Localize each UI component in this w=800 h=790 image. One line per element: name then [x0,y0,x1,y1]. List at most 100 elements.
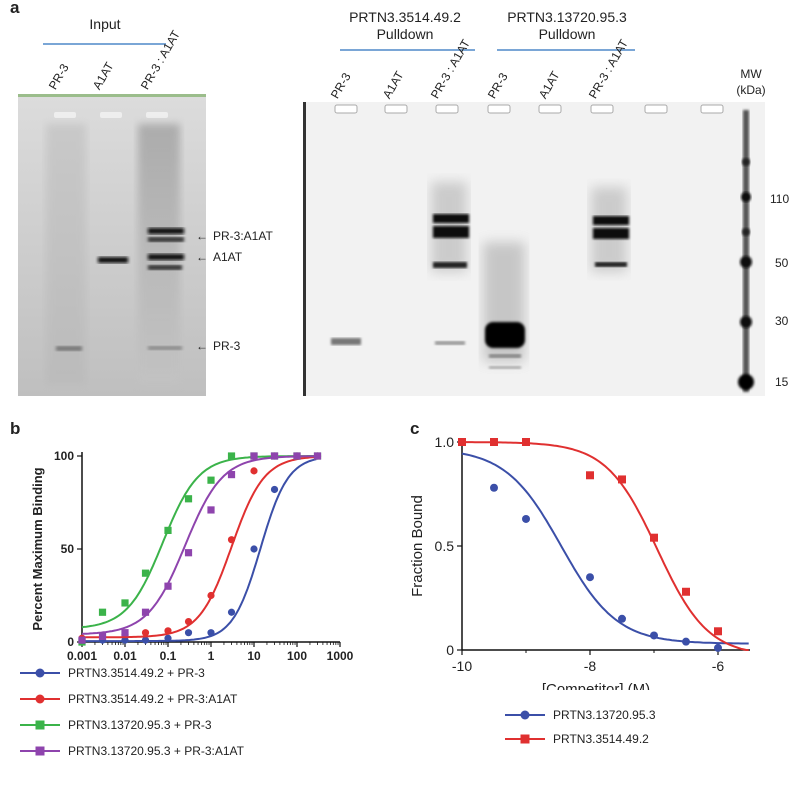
pulldown1-header-bar [340,49,475,51]
mw-header-line1: MW [740,67,762,81]
y-tick-label-b-1: 50 [61,542,75,556]
data-point-c-1 [682,637,690,646]
x-axis-label-c: [Competitor] (M) [542,681,650,690]
y-tick-label-b-2: 100 [54,449,74,463]
data-point-c-2 [490,438,498,446]
legend-c-item-2: PRTN3.3514.49.2 [505,732,649,746]
data-point-c-1 [714,643,722,652]
input-lane-label-1: PR-3 [45,61,72,92]
legend-b-label-2: PRTN3.3514.49.2 + PR-3:A1AT [68,692,238,706]
legend-c-marker-2 [505,734,545,744]
data-point-c-2 [458,438,466,446]
pulldown-gel-svg [303,102,765,396]
data-point-b-2 [227,536,236,544]
x-tick-label-b-5: 100 [287,649,307,660]
data-point-b-4 [293,452,301,460]
data-point-c-1 [490,483,498,492]
data-point-c-2 [714,627,722,636]
data-point-b-3 [98,608,107,616]
y-tick-label-c-0: 0 [446,642,454,658]
fit-curve-c-2 [462,441,749,651]
data-point-b-1 [250,545,258,553]
data-point-c-2 [618,475,626,484]
x-tick-label-b-3: 1 [208,649,215,660]
data-point-c-2 [586,471,594,480]
pulldown-lane-label-2: A1AT [379,68,407,101]
mw-header-line2: (kDa) [736,83,766,97]
legend-b-marker-2 [20,694,60,704]
data-point-b-1 [227,608,236,616]
data-point-b-2 [184,617,193,626]
data-point-b-4 [270,452,279,460]
legend-b: PRTN3.3514.49.2 + PR-3 PRTN3.3514.49.2 +… [20,666,350,784]
fit-curve-c-1 [461,452,749,645]
legend-c-label-2: PRTN3.3514.49.2 [553,732,649,746]
data-point-b-2 [141,629,150,637]
pulldown-lane-label-3: PR-3 : A1AT [427,37,473,101]
fit-curve-b-1 [82,458,317,643]
data-point-b-1 [184,629,193,637]
band-label-pr3-a1at: PR-3:A1AT [213,229,273,243]
mw-marker-110: 110 [770,192,790,206]
data-point-b-3 [141,569,150,577]
data-point-b-2 [250,467,258,475]
x-tick-label-b-1: 0.01 [113,649,137,660]
input-header: Input [89,16,121,32]
pulldown1-header: PRTN3.3514.49.2 Pulldown [335,9,475,43]
data-point-b-4 [184,549,193,557]
competition-chart: 0 0.5 1.0 -10 -8 -6 [Competitor] (M) Fraction B… [409,434,750,690]
legend-b-label-4: PRTN3.13720.95.3 + PR-3:A1AT [68,744,244,758]
x-tick-label-b-0: 0.001 [67,649,97,660]
mw-header: MW (kDa) [733,66,769,98]
input-gel-svg [18,94,206,396]
legend-b-marker-3 [20,720,60,730]
data-point-b-1 [141,636,150,644]
arrow-pr3-a1at: ← [196,229,208,243]
data-point-c-1 [586,573,594,582]
panel-c-letter: c [410,419,420,438]
mw-marker-30: 30 [775,314,789,328]
pulldown2-header: PRTN3.13720.95.3 Pulldown [492,9,642,43]
data-point-b-3 [227,452,236,460]
data-point-b-1 [270,485,279,494]
pulldown-lane-label-5: A1AT [535,68,563,101]
x-tick-label-b-6: 1000 [327,649,354,660]
fit-curve-b-2 [82,456,317,639]
pulldown1-header-line2: Pulldown [376,26,434,42]
data-point-b-4 [227,471,236,479]
arrow-a1at: ← [196,250,208,264]
panel-a-letter: a [10,0,20,17]
data-point-b-3 [207,476,215,484]
pulldown-lane-label-4: PR-3 [484,70,511,101]
y-axis-label-c: Fraction Bound [409,495,426,597]
pulldown1-header-line1: PRTN3.3514.49.2 [349,9,461,25]
legend-b-marker-1 [20,668,60,678]
input-lane-label-2: A1AT [89,59,117,92]
legend-c-marker-1 [505,710,545,720]
pulldown2-header-line2: Pulldown [538,26,596,42]
data-point-b-2 [164,627,172,635]
pulldown-lane-label-6: PR-3 : A1AT [585,37,631,101]
data-point-b-3 [164,526,172,534]
data-point-b-1 [164,634,172,642]
data-point-c-1 [618,614,626,623]
data-point-c-1 [650,631,658,640]
data-point-b-3 [121,599,129,607]
panel-b-letter: b [10,419,21,438]
data-point-b-2 [207,591,215,600]
band-label-a1at: A1AT [213,250,243,264]
data-point-b-4 [164,582,172,590]
legend-c-label-1: PRTN3.13720.95.3 [553,708,656,722]
x-tick-label-b-4: 10 [247,649,261,660]
legend-b-item-4: PRTN3.13720.95.3 + PR-3:A1AT [20,744,244,758]
x-tick-label-b-2: 0.1 [160,649,177,660]
y-tick-label-c-1: 0.5 [435,538,455,554]
legend-b-item-3: PRTN3.13720.95.3 + PR-3 [20,718,212,732]
data-point-b-4 [98,632,107,641]
legend-b-marker-4 [20,746,60,756]
pulldown-lane-label-1: PR-3 [327,70,354,101]
band-label-pr3: PR-3 [213,339,241,353]
data-point-c-2 [650,533,658,542]
y-axis-label-b: Percent Maximum Binding [30,467,45,630]
